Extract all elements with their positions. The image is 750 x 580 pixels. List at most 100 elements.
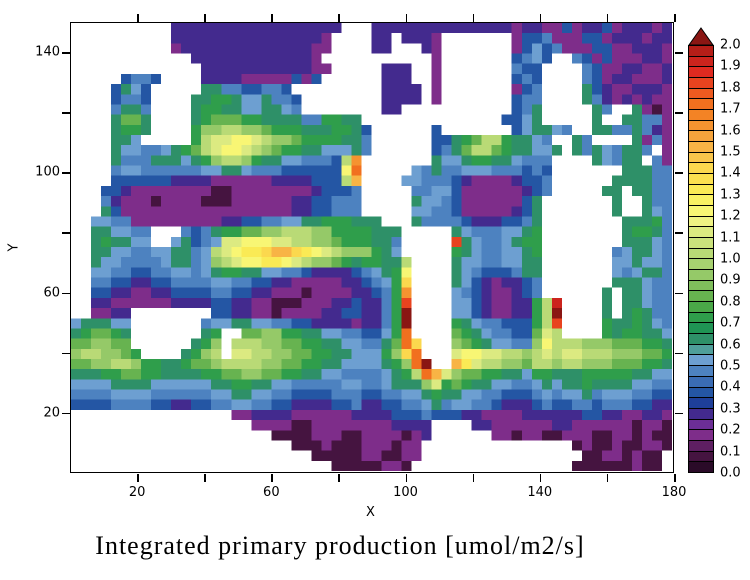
x-tick-top: [472, 14, 475, 22]
colorbar-cell: [689, 344, 713, 356]
colorbar-cell: [689, 419, 713, 431]
y-tick-right: [675, 232, 683, 234]
colorbar-cell: [689, 259, 713, 271]
colorbar-label: 0.4: [720, 379, 741, 395]
plot-frame: [70, 22, 674, 473]
x-tick-top: [137, 14, 139, 22]
colorbar-label: 0.0: [720, 465, 741, 481]
x-tick-bottom: [204, 474, 206, 482]
x-tick-top: [606, 14, 609, 22]
x-tick-bottom: [606, 474, 609, 482]
colorbar-cell: [689, 398, 713, 409]
colorbar-cell: [689, 174, 713, 185]
colorbar-cell: [689, 216, 713, 228]
colorbar-cell: [689, 206, 713, 217]
colorbar-cell: [689, 302, 713, 313]
colorbar-cell: [689, 88, 713, 100]
colorbar-label: 1.4: [720, 165, 741, 181]
colorbar-cell: [689, 462, 713, 472]
colorbar-cell: [689, 451, 713, 463]
x-tick-bottom: [539, 474, 542, 482]
colorbar-label: 0.6: [720, 337, 741, 353]
y-tick-right: [675, 412, 683, 415]
colorbar-label: 1.9: [720, 58, 741, 74]
y-tick-left: [62, 112, 70, 114]
colorbar-cell: [689, 376, 713, 388]
x-tick-label: 20: [128, 485, 146, 500]
colorbar-cell: [689, 323, 713, 335]
y-tick-right: [675, 52, 683, 54]
y-tick-left: [62, 352, 70, 355]
colorbar-cell: [689, 248, 713, 260]
y-tick-left: [62, 412, 70, 415]
y-tick-left: [62, 232, 70, 234]
x-tick-top: [674, 14, 676, 22]
colorbar-cell: [689, 142, 713, 153]
colorbar-cell: [689, 238, 713, 249]
y-tick-right: [675, 172, 683, 174]
colorbar-label: 0.8: [720, 294, 741, 310]
colorbar-label: 0.1: [720, 444, 741, 460]
colorbar-label: 1.1: [720, 230, 741, 246]
colorbar-cell: [689, 430, 713, 441]
colorbar-cell: [689, 408, 713, 420]
colorbar-cell: [689, 195, 713, 207]
colorbar-label: 2.0: [720, 37, 741, 53]
colorbar-label: 1.2: [720, 208, 741, 224]
y-tick-right: [675, 352, 683, 355]
colorbar: [688, 45, 714, 473]
colorbar-label: 1.5: [720, 144, 741, 160]
colorbar-cell: [689, 78, 713, 89]
colorbar-label: 0.3: [720, 401, 741, 417]
colorbar-cell: [689, 291, 713, 303]
colorbar-cell: [689, 110, 713, 121]
colorbar-cell: [689, 387, 713, 399]
colorbar-cell: [689, 334, 713, 345]
y-tick-label: 100: [35, 164, 60, 180]
colorbar-label: 1.7: [720, 101, 741, 117]
colorbar-label: 1.3: [720, 187, 741, 203]
colorbar-overflow-arrow: [688, 27, 714, 46]
colorbar-cell: [689, 440, 713, 452]
colorbar-cell: [689, 163, 713, 175]
colorbar-cell: [689, 366, 713, 377]
x-tick-bottom: [674, 474, 676, 482]
colorbar-cell: [689, 184, 713, 196]
colorbar-cell: [689, 227, 713, 239]
colorbar-cell: [689, 312, 713, 324]
y-tick-label: 60: [43, 285, 60, 301]
x-tick-label: 180: [661, 485, 687, 500]
y-tick-label: 20: [43, 405, 60, 421]
y-tick-label: 140: [35, 44, 60, 60]
x-tick-bottom: [472, 474, 475, 482]
heatmap-canvas: [71, 23, 672, 471]
colorbar-cell: [689, 99, 713, 111]
x-tick-top: [204, 14, 206, 22]
colorbar-label: 1.6: [720, 123, 741, 139]
x-tick-bottom: [137, 474, 139, 482]
x-tick-label: 140: [527, 485, 553, 500]
colorbar-cell: [689, 67, 713, 79]
y-tick-right: [675, 112, 683, 114]
colorbar-cell: [689, 270, 713, 281]
colorbar-label: 0.9: [720, 272, 741, 288]
x-tick-bottom: [338, 474, 340, 482]
x-tick-top: [405, 14, 408, 22]
y-tick-left: [62, 52, 70, 54]
colorbar-label: 0.2: [720, 422, 741, 438]
x-tick-top: [539, 14, 542, 22]
x-tick-top: [338, 14, 340, 22]
y-tick-left: [62, 172, 70, 174]
colorbar-label: 1.0: [720, 251, 741, 267]
colorbar-cell: [689, 280, 713, 292]
y-axis-label: Y: [6, 243, 22, 252]
x-tick-top: [271, 14, 273, 22]
colorbar-label: 0.7: [720, 315, 741, 331]
colorbar-cell: [689, 46, 713, 57]
colorbar-label: 1.8: [720, 80, 741, 96]
x-tick-bottom: [405, 474, 408, 482]
y-tick-right: [675, 292, 683, 295]
x-tick-bottom: [271, 474, 273, 482]
x-tick-label: 60: [263, 485, 280, 500]
